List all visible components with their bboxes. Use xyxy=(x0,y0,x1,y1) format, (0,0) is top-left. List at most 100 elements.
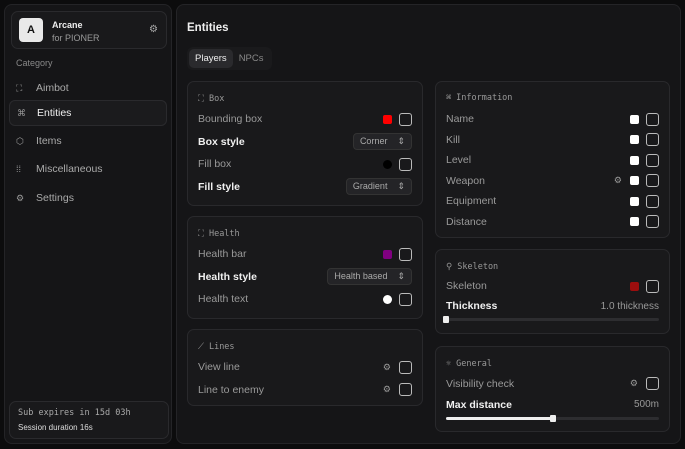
brand-card: A Arcane for PIONER ⚙ xyxy=(11,11,167,49)
chevron-updown-icon: ⇕ xyxy=(397,181,405,192)
box-icon: ⛶ xyxy=(198,94,204,104)
bounding-box-label: Bounding box xyxy=(198,113,263,126)
line-to-enemy-label: Line to enemy xyxy=(198,383,264,396)
bounding-box-color[interactable] xyxy=(383,114,392,124)
distance-color[interactable] xyxy=(630,217,639,227)
select-value: Gradient xyxy=(352,181,388,192)
session-duration: Session duration 16s xyxy=(18,423,93,432)
misc-icon: ⁞⁞ xyxy=(16,164,22,174)
weapon-checkbox[interactable] xyxy=(646,174,659,188)
skeleton-label: Skeleton xyxy=(446,280,487,292)
sidebar-item-label: Entities xyxy=(37,107,72,119)
health-bar-label: Health bar xyxy=(198,248,247,261)
gear-icon[interactable]: ⚙ xyxy=(382,361,391,372)
health-text-color[interactable] xyxy=(383,294,392,304)
health-bar-color[interactable] xyxy=(383,249,392,259)
equipment-color[interactable] xyxy=(630,196,639,206)
box-card: ⛶ Box Bounding box Box style Corner ⇕ Fill … xyxy=(187,81,423,206)
name-checkbox[interactable] xyxy=(646,112,659,126)
skeleton-color[interactable] xyxy=(630,281,639,291)
entities-icon: ⌘ xyxy=(17,107,26,118)
sidebar: A Arcane for PIONER ⚙ Category ⛶ Aimbot ⌘… xyxy=(4,4,172,444)
max-distance-slider[interactable] xyxy=(446,415,659,422)
bone-icon: ⚲ xyxy=(446,262,453,272)
fill-box-label: Fill box xyxy=(198,158,232,171)
card-title: Information xyxy=(456,93,513,103)
gear-icon: ⚙ xyxy=(16,192,25,203)
line-to-enemy-checkbox[interactable] xyxy=(399,383,412,397)
view-line-checkbox[interactable] xyxy=(399,360,412,374)
gear-icon[interactable]: ⚙ xyxy=(382,384,391,395)
slider-handle[interactable] xyxy=(443,316,449,323)
crosshair-icon: ⛶ xyxy=(16,82,23,93)
sidebar-item-miscellaneous[interactable]: ⁞⁞ Miscellaneous xyxy=(9,156,167,182)
name-label: Name xyxy=(446,113,475,126)
distance-label: Distance xyxy=(446,215,487,228)
tab-players[interactable]: Players xyxy=(189,49,233,68)
brand-name: Arcane xyxy=(52,20,83,30)
subscription-info: Sub expires in 15d 03h Session duration … xyxy=(9,401,169,439)
category-label: Category xyxy=(16,58,53,68)
weapon-color[interactable] xyxy=(630,176,639,186)
tab-bar: Players NPCs xyxy=(187,47,272,70)
kill-color[interactable] xyxy=(630,135,639,145)
information-icon: ⌘ xyxy=(446,93,452,103)
sidebar-item-settings[interactable]: ⚙ Settings xyxy=(9,185,167,211)
sidebar-item-label: Aimbot xyxy=(36,82,69,94)
box-style-label: Box style xyxy=(198,135,245,148)
visibility-check-label: Visibility check xyxy=(446,377,515,390)
sidebar-item-items[interactable]: ⬡ Items xyxy=(9,128,167,154)
gear-icon[interactable]: ⚙ xyxy=(613,175,622,186)
name-color[interactable] xyxy=(630,114,639,124)
health-text-checkbox[interactable] xyxy=(399,292,412,306)
tab-npcs[interactable]: NPCs xyxy=(238,53,264,64)
visibility-check-checkbox[interactable] xyxy=(646,377,659,390)
level-color[interactable] xyxy=(630,155,639,165)
slider-handle[interactable] xyxy=(549,415,556,422)
lines-card: ⟋ Lines View line ⚙ Line to enemy ⚙ xyxy=(187,329,423,406)
view-line-label: View line xyxy=(198,361,240,374)
max-distance-label: Max distance xyxy=(446,398,512,411)
select-value: Health based xyxy=(334,271,388,282)
chevron-updown-icon: ⇕ xyxy=(397,271,405,282)
gear-icon[interactable]: ⚙ xyxy=(149,24,158,35)
level-label: Level xyxy=(446,154,472,167)
general-card: ☼ General Visibility check ⚙ Max distance 5… xyxy=(435,346,670,432)
equipment-checkbox[interactable] xyxy=(646,194,659,208)
fill-box-color[interactable] xyxy=(383,159,392,169)
gear-icon[interactable]: ⚙ xyxy=(629,378,638,388)
fill-style-select[interactable]: Gradient ⇕ xyxy=(345,178,412,196)
health-bar-checkbox[interactable] xyxy=(399,247,412,261)
box-style-select[interactable]: Corner ⇕ xyxy=(352,133,412,151)
brand-subtitle: for PIONER xyxy=(52,33,100,43)
skeleton-checkbox[interactable] xyxy=(646,279,659,293)
logo: A xyxy=(19,18,43,42)
distance-checkbox[interactable] xyxy=(646,215,659,229)
sidebar-item-entities[interactable]: ⌘ Entities xyxy=(9,100,167,126)
line-icon: ⟋ xyxy=(198,342,204,352)
bounding-box-checkbox[interactable] xyxy=(399,112,412,126)
card-title: Skeleton xyxy=(457,262,499,272)
health-style-label: Health style xyxy=(198,270,257,283)
page-title: Entities xyxy=(187,22,229,34)
sub-expiry: Sub expires in 15d 03h xyxy=(18,408,131,418)
select-value: Corner xyxy=(359,136,388,147)
sidebar-item-aimbot[interactable]: ⛶ Aimbot xyxy=(9,75,167,101)
health-style-select[interactable]: Health based ⇕ xyxy=(327,268,412,286)
fill-box-checkbox[interactable] xyxy=(399,157,412,171)
equipment-label: Equipment xyxy=(446,195,497,208)
card-title: General xyxy=(456,359,492,369)
information-card: ⌘ Information Name Kill Level Weapon ⚙ Equ… xyxy=(435,81,670,238)
cube-icon: ⬡ xyxy=(16,135,24,146)
level-checkbox[interactable] xyxy=(646,153,659,167)
weapon-label: Weapon xyxy=(446,174,485,187)
sidebar-item-label: Settings xyxy=(36,192,74,204)
thickness-slider[interactable] xyxy=(443,316,659,323)
max-distance-value: 500m xyxy=(633,399,659,410)
kill-checkbox[interactable] xyxy=(646,133,659,147)
card-title: Health xyxy=(208,229,240,239)
thickness-label: Thickness xyxy=(446,300,498,312)
card-title: Box xyxy=(208,94,225,104)
sun-icon: ☼ xyxy=(446,359,452,369)
health-icon: ⛶ xyxy=(198,229,204,239)
